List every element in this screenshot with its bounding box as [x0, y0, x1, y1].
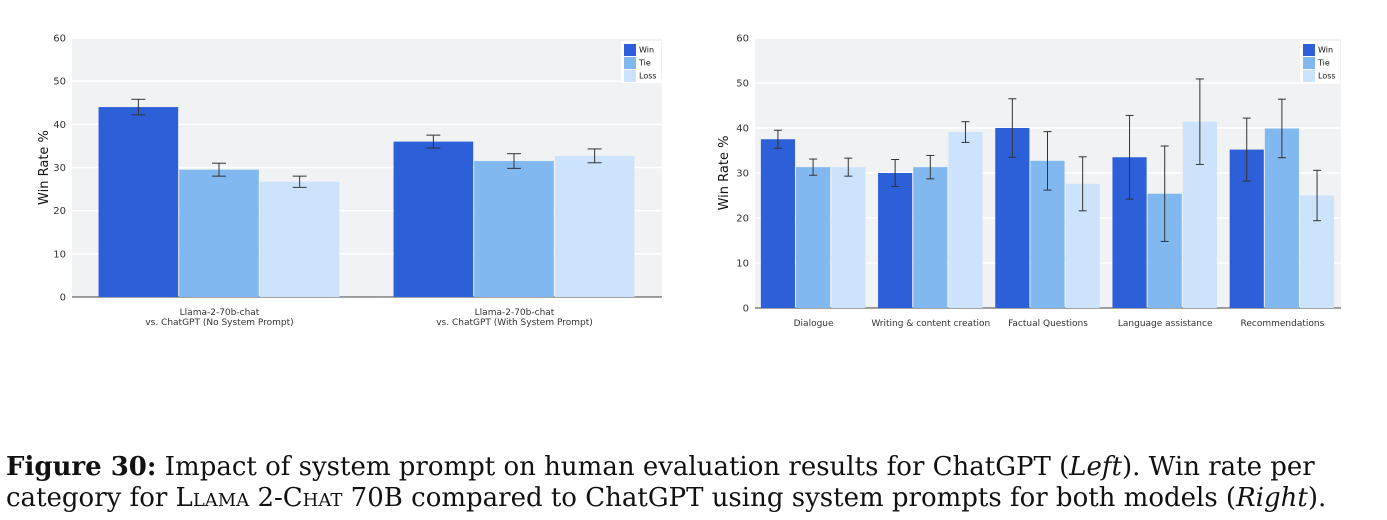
legend-swatch-loss — [624, 70, 636, 82]
x-category-label: Writing & content creation — [871, 319, 990, 329]
y-tick-label: 20 — [736, 214, 749, 225]
legend: Win Tie Loss — [621, 41, 661, 83]
bar-tie-1 — [474, 161, 554, 297]
caption-right-word: Right — [1236, 483, 1308, 513]
bar-win-0 — [760, 139, 796, 308]
caption-text-1: Impact of system prompt on human evaluat… — [156, 452, 1070, 482]
caption-text-4: ). — [1307, 483, 1327, 513]
x-category-label: vs. ChatGPT (No System Prompt) — [145, 318, 293, 328]
y-tick-label: 0 — [743, 304, 749, 315]
legend-swatch-win — [1303, 44, 1315, 56]
legend-swatch-loss — [1303, 70, 1315, 82]
right-chart: 0 10 20 30 40 50 60 Win Rate % Dialogue Writing &… — [717, 34, 1341, 329]
y-tick-label: 10 — [736, 259, 749, 270]
y-tick-label: 10 — [53, 249, 66, 260]
caption-text-2: ). Win rate per category for — [6, 452, 1315, 513]
y-tick-label: 50 — [736, 79, 749, 90]
bar-tie-0 — [179, 169, 259, 297]
y-tick-label: 40 — [53, 120, 66, 131]
y-tick-label: 60 — [736, 34, 749, 45]
legend-swatch-win — [624, 44, 636, 56]
y-tick-label: 40 — [736, 124, 749, 135]
bar-loss-0 — [831, 167, 866, 308]
x-category-label: Language assistance — [1118, 319, 1213, 329]
y-tick-label: 0 — [60, 293, 66, 304]
y-tick-label: 50 — [53, 77, 66, 88]
bar-win-0 — [98, 107, 179, 297]
x-category-label: Dialogue — [794, 319, 834, 329]
y-tick-label: 30 — [53, 163, 66, 174]
caption-model-name: Llama 2-Chat — [175, 483, 343, 513]
legend-label-loss: Loss — [1318, 72, 1336, 81]
x-category-label: Llama-2-70b-chat — [180, 308, 260, 318]
bar-tie-0 — [796, 167, 831, 308]
bar-loss-1 — [554, 155, 635, 297]
legend-swatch-tie — [624, 57, 636, 69]
y-tick-label: 60 — [53, 34, 66, 45]
y-tick-label: 30 — [736, 169, 749, 180]
legend-label-win: Win — [639, 46, 654, 55]
legend-label-tie: Tie — [638, 59, 651, 68]
legend-label-tie: Tie — [1317, 59, 1330, 68]
caption-label: Figure 30: — [6, 452, 157, 482]
legend: Win Tie Loss — [1300, 41, 1340, 83]
x-category-label: Llama-2-70b-chat — [475, 308, 555, 318]
bar-tie-1 — [913, 167, 948, 308]
caption-left-word: Left — [1069, 452, 1122, 482]
x-category-label: Factual Questions — [1008, 319, 1088, 329]
bar-win-1 — [393, 141, 474, 297]
bar-win-2 — [995, 128, 1030, 308]
caption-text-3: 70B compared to ChatGPT using system pro… — [342, 483, 1237, 513]
x-category-label: Recommendations — [1241, 319, 1325, 329]
y-tick-label: 20 — [53, 206, 66, 217]
bar-win-1 — [878, 173, 913, 308]
bar-loss-1 — [948, 132, 983, 308]
x-category-label: vs. ChatGPT (With System Prompt) — [436, 318, 593, 328]
legend-label-loss: Loss — [639, 72, 657, 81]
legend-swatch-tie — [1303, 57, 1315, 69]
bar-tie-4 — [1264, 128, 1299, 308]
figure-caption: Figure 30: Impact of system prompt on hu… — [6, 452, 1381, 514]
y-axis-title: Win Rate % — [37, 130, 52, 205]
y-axis-title: Win Rate % — [717, 136, 732, 211]
bar-loss-0 — [259, 181, 340, 297]
legend-label-win: Win — [1318, 46, 1333, 55]
